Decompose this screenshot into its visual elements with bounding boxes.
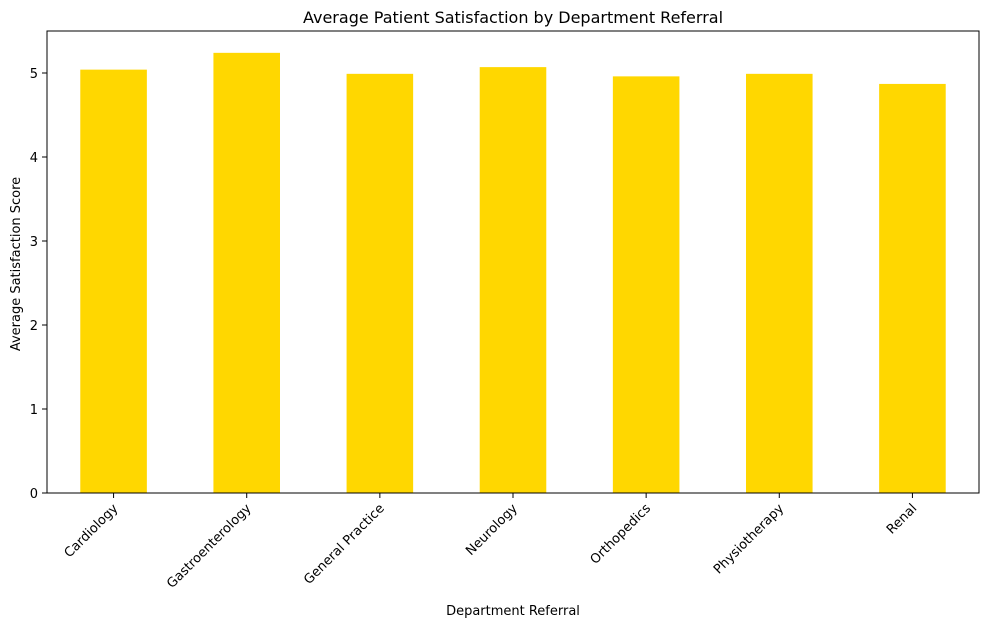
bar-general-practice (346, 73, 414, 493)
y-axis-title: Average Satisfaction Score (9, 177, 24, 351)
y-tick-label: 4 (30, 151, 38, 166)
chart-title: Average Patient Satisfaction by Departme… (303, 8, 723, 27)
y-axis: 0 1 2 3 4 5 (30, 67, 47, 502)
x-tick-label: Renal (884, 501, 920, 537)
bar-renal (879, 83, 946, 494)
x-tick-label: Orthopedics (588, 501, 655, 568)
x-tick-label: General Practice (301, 501, 387, 587)
bar-series (80, 52, 946, 494)
y-tick-label: 2 (30, 319, 38, 334)
x-axis-title: Department Referral (446, 604, 580, 619)
x-tick-label: Cardiology (62, 501, 122, 561)
x-tick-label: Physiotherapy (711, 501, 787, 577)
y-tick-label: 0 (30, 487, 38, 502)
bar-orthopedics (612, 76, 680, 494)
x-axis: Cardiology Gastroenterology General Practi… (62, 493, 920, 592)
bar-neurology (479, 67, 547, 494)
x-tick-label: Neurology (463, 501, 521, 559)
bar-cardiology (80, 69, 147, 493)
y-tick-label: 3 (30, 235, 38, 250)
bar-physiotherapy (746, 73, 813, 493)
y-tick-label: 1 (30, 403, 38, 418)
bar-gastroenterology (213, 52, 280, 494)
x-tick-label: Gastroenterology (164, 501, 255, 592)
plot-area-frame (46, 30, 980, 494)
y-tick-label: 5 (30, 67, 38, 82)
